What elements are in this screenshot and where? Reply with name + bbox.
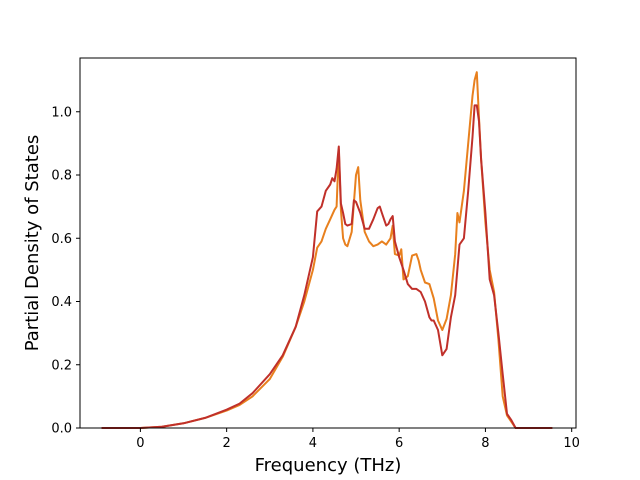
y-tick-label: 0.0 — [51, 422, 72, 437]
plot-frame — [79, 57, 577, 429]
series-line-2 — [101, 104, 553, 429]
x-tick-label: 2 — [223, 436, 231, 451]
x-tick-label: 8 — [481, 436, 489, 451]
x-tick-label: 10 — [563, 436, 580, 451]
y-tick-label: 0.6 — [51, 232, 72, 247]
y-axis-label: Partial Density of States — [22, 135, 43, 352]
y-tick-label: 1.0 — [51, 105, 72, 120]
series-layer — [101, 71, 553, 429]
x-tick-label: 0 — [136, 436, 144, 451]
y-tick-label: 0.8 — [51, 169, 72, 184]
y-tick-label: 0.2 — [51, 358, 72, 373]
x-axis-label: Frequency (THz) — [255, 455, 402, 476]
series-line-1 — [101, 71, 553, 429]
y-tick-label: 0.4 — [51, 295, 72, 310]
x-tick-label: 4 — [309, 436, 317, 451]
ticks-layer: 0 2 4 6 8 10 0.0 0.2 0.4 0.6 0.8 1.0 — [51, 105, 580, 451]
x-tick-label: 6 — [395, 436, 403, 451]
